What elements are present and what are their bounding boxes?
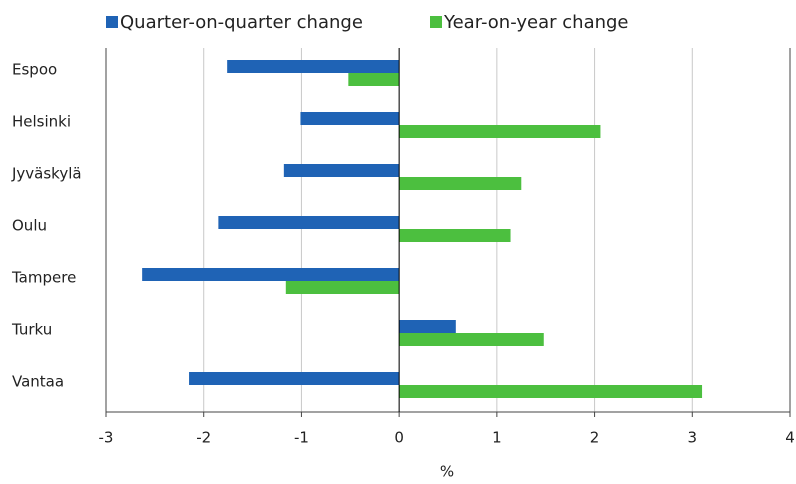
bar <box>399 333 544 346</box>
y-tick-label: Turku <box>11 321 52 339</box>
bar <box>189 372 400 385</box>
bar <box>285 281 400 294</box>
x-tick-label: -2 <box>196 429 211 447</box>
bar <box>399 385 703 398</box>
bar <box>348 73 400 86</box>
bar <box>399 125 601 138</box>
x-tick-label: 4 <box>785 429 795 447</box>
x-axis-label: % <box>440 463 454 481</box>
legend-label: Year-on-year change <box>443 12 629 33</box>
x-tick-label: 1 <box>492 429 502 447</box>
bar <box>142 268 400 281</box>
bar <box>300 112 400 125</box>
y-tick-label: Tampere <box>11 269 76 287</box>
bar <box>227 60 400 73</box>
bar <box>283 164 400 177</box>
bar <box>399 229 511 242</box>
y-tick-label: Espoo <box>12 61 57 79</box>
x-tick-label: 2 <box>590 429 600 447</box>
x-tick-label: 3 <box>688 429 698 447</box>
bar <box>399 320 456 333</box>
x-tick-label: 0 <box>394 429 404 447</box>
bar <box>399 177 522 190</box>
x-tick-label: -3 <box>99 429 114 447</box>
y-tick-label: Oulu <box>12 217 47 235</box>
legend-swatch <box>106 16 118 28</box>
y-tick-label: Vantaa <box>12 373 64 391</box>
y-tick-label: Helsinki <box>12 113 71 131</box>
bar <box>218 216 400 229</box>
x-tick-label: -1 <box>294 429 309 447</box>
y-tick-label: Jyväskylä <box>11 165 82 183</box>
legend-swatch <box>430 16 442 28</box>
legend-label: Quarter-on-quarter change <box>120 12 363 33</box>
